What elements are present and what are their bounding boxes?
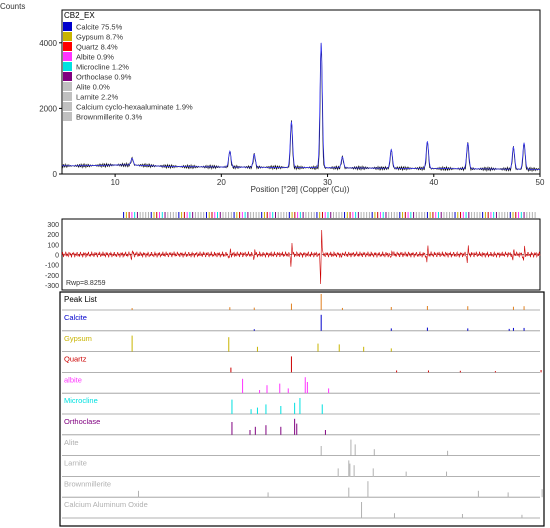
observed-pattern	[61, 43, 541, 173]
x-tick-label: 10	[111, 178, 120, 187]
x-tick-label: 40	[429, 178, 438, 187]
legend-swatch	[63, 22, 72, 31]
legend-entry: Orthoclase 0.9%	[76, 73, 132, 82]
peak-row-label: Alite	[64, 438, 79, 447]
legend-swatch	[63, 102, 72, 111]
residual-plot-area	[61, 218, 541, 291]
peak-row-label: Microcline	[64, 396, 98, 405]
peak-list-title: Peak List	[64, 295, 98, 304]
residual-y-tick-label: 100	[47, 242, 59, 249]
rwp-label: Rwp=8.8259	[66, 280, 106, 287]
residual-y-tick-label: -100	[45, 263, 59, 270]
residual-y-tick-label: -300	[45, 283, 59, 290]
plot-frame	[61, 9, 541, 175]
legend-entry: Microcline 1.2%	[76, 63, 129, 72]
x-tick-label: 50	[536, 178, 545, 187]
peak-row-label: Brownmillerite	[64, 479, 111, 488]
legend-swatch	[63, 92, 72, 101]
residual-y-tick-labels: 300 200 100 0 -100 -200 -300	[45, 222, 59, 290]
legend-title: CB2_EX	[64, 11, 95, 20]
x-axis-label: Position [°2θ] (Copper (Cu))	[251, 185, 350, 194]
y-tick-label: 4000	[39, 39, 57, 48]
residual-y-tick-label: 0	[55, 253, 59, 260]
legend-entry: Gypsum 8.7%	[76, 33, 123, 42]
peak-row-label: Calcium Aluminum Oxide	[64, 500, 148, 509]
peak-list-panel: Peak List Calcite Gypsum Quartz albite Micro…	[59, 291, 545, 527]
residual-y-tick-label: 200	[47, 232, 59, 239]
legend-swatch	[63, 62, 72, 71]
legend-entry: Quartz 8.4%	[76, 43, 118, 52]
legend-entry: Calcite 75.5%	[76, 23, 123, 32]
legend-entry: Albite 0.9%	[76, 53, 114, 62]
residual-y-tick-label: -200	[45, 273, 59, 280]
legend-entry: Brownmillerite 0.3%	[76, 113, 143, 122]
legend-entry: Calcium cyclo-hexaaluminate 1.9%	[76, 103, 193, 112]
y-tick-labels: 0 2000 4000	[39, 39, 62, 179]
peak-row-label: Gypsum	[64, 334, 92, 343]
legend-swatch	[63, 72, 72, 81]
legend-entry: Alite 0.0%	[76, 83, 110, 92]
legend-swatch	[63, 112, 72, 121]
peak-list-border	[59, 291, 545, 527]
legend-swatch	[63, 82, 72, 91]
peak-row-label: albite	[64, 375, 82, 384]
peak-row-label: Larnite	[64, 459, 87, 468]
y-tick-label: 0	[53, 170, 58, 179]
legend-swatch	[63, 32, 72, 41]
x-tick-label: 30	[323, 178, 332, 187]
peak-row-label: Calcite	[64, 313, 87, 322]
y-axis-label: Counts	[0, 2, 25, 11]
x-tick-label: 20	[217, 178, 226, 187]
calculated-pattern	[62, 42, 540, 170]
peak-row-label: Quartz	[64, 355, 87, 364]
legend-entry: Larnite 2.2%	[76, 93, 118, 102]
reflection-tick-bar	[123, 212, 536, 218]
y-tick-label: 2000	[39, 104, 57, 113]
residual-y-tick-label: 300	[47, 222, 59, 229]
legend-swatch	[63, 42, 72, 51]
diffractogram-chart: Counts 0 2000 4000 10 20 30 40 50 CB2_EX Calcit…	[0, 2, 545, 194]
plot-area	[61, 9, 541, 175]
residual-chart: 300 200 100 0 -100 -200 -300 Rwp=8.8259	[45, 212, 541, 291]
legend: CB2_EX Calcite 75.5%Gypsum 8.7%Quartz 8.4…	[63, 11, 193, 122]
residual-curve	[61, 230, 541, 285]
legend-swatch	[63, 52, 72, 61]
peak-row-label: Orthoclase	[64, 417, 100, 426]
